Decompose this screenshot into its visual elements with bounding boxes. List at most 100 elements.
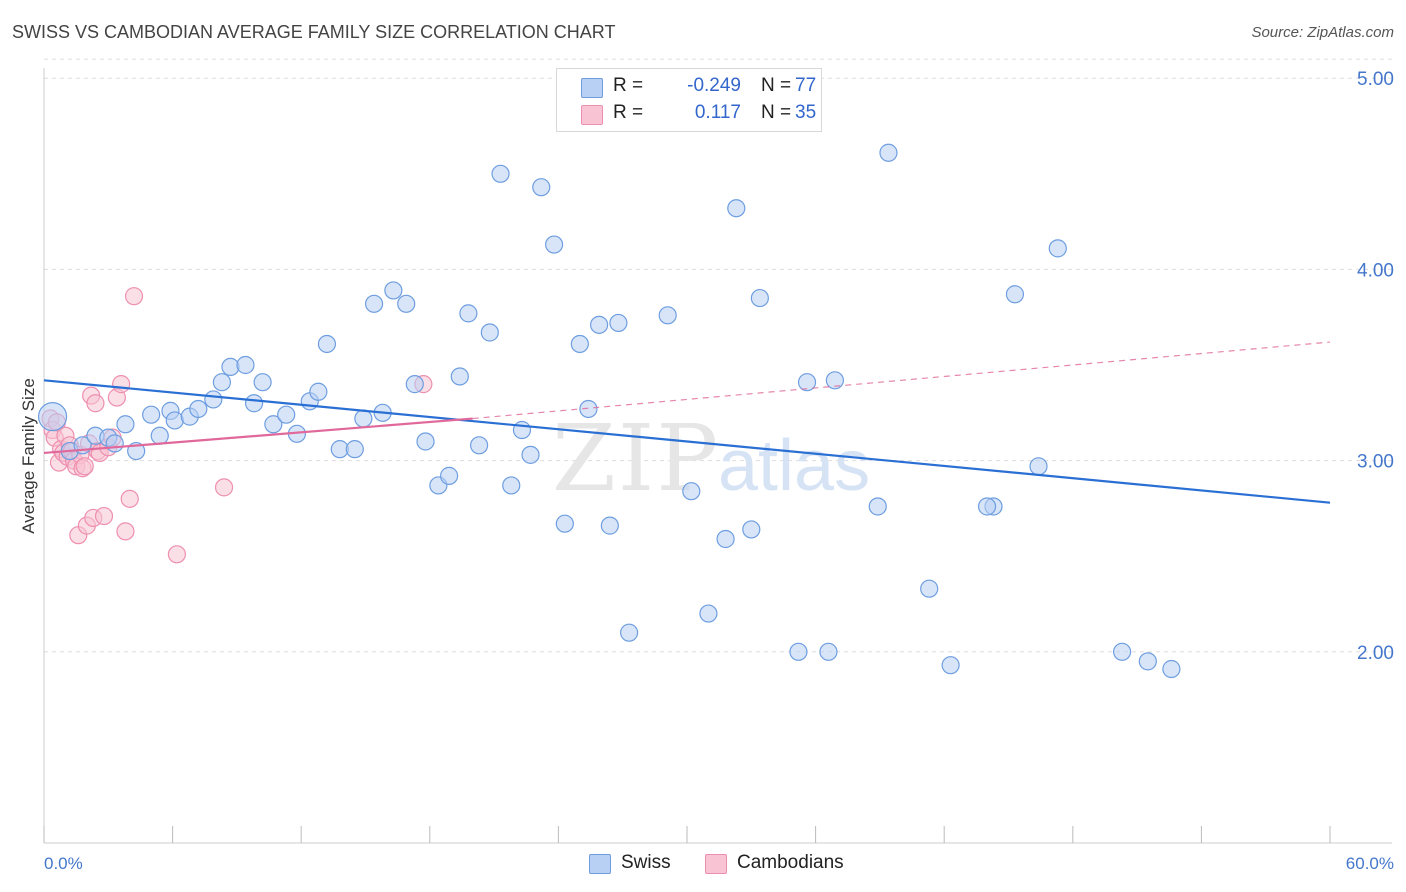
swiss-point-29 xyxy=(364,294,384,313)
swiss-point-63 xyxy=(819,642,838,661)
swiss-point-32 xyxy=(397,294,416,313)
watermark: ZIP atlas xyxy=(552,405,870,512)
swiss-point-48 xyxy=(570,334,589,354)
cambodian-r-label: R = xyxy=(613,102,644,123)
swiss-point-8 xyxy=(142,405,161,424)
cambodian-point-29 xyxy=(116,522,135,541)
axis-layer: 2.00 3.00 4.00 5.00 0.0% 60.0% xyxy=(43,68,1394,873)
cambodian-point-21 xyxy=(86,394,105,413)
swiss-point-0 xyxy=(37,402,68,432)
swiss-point-71 xyxy=(1029,457,1048,476)
swiss-n-value: 77 xyxy=(795,75,817,96)
swiss-point-64 xyxy=(825,371,844,390)
cambodian-point-16 xyxy=(75,457,94,476)
swiss-point-40 xyxy=(480,323,499,342)
swiss-point-11 xyxy=(165,411,184,430)
swiss-point-18 xyxy=(244,394,264,413)
swiss-point-62 xyxy=(797,373,817,392)
swiss-point-39 xyxy=(469,436,489,455)
y-tick-label-0: 2.00 xyxy=(1357,643,1394,664)
watermark-atlas: atlas xyxy=(718,426,870,506)
swiss-point-47 xyxy=(555,514,574,533)
swiss-point-60 xyxy=(750,288,769,308)
swiss-point-36 xyxy=(439,466,459,485)
swiss-point-51 xyxy=(600,516,619,535)
y-tick-label-1: 3.00 xyxy=(1357,452,1394,473)
swiss-point-25 xyxy=(317,334,337,354)
swiss-point-19 xyxy=(253,373,272,392)
grid-layer xyxy=(44,58,1392,653)
swiss-point-57 xyxy=(716,529,735,549)
cambodian-legend-label: Cambodians xyxy=(737,852,844,873)
swiss-point-72 xyxy=(1048,239,1067,258)
chart-title: SWISS VS CAMBODIAN AVERAGE FAMILY SIZE C… xyxy=(12,22,616,42)
cambodian-point-33 xyxy=(214,478,234,497)
swiss-point-46 xyxy=(545,235,564,254)
swiss-points xyxy=(37,143,1181,679)
chart-source: Source: ZipAtlas.com xyxy=(1251,24,1394,41)
swiss-point-54 xyxy=(658,306,677,325)
cambodian-swatch xyxy=(581,105,603,125)
swiss-legend-swatch xyxy=(589,854,611,874)
correlation-legend: R = -0.249 N = 77 R = 0.117 N = 35 xyxy=(556,68,822,132)
swiss-point-74 xyxy=(1138,652,1157,671)
cambodian-trend-line xyxy=(43,417,473,455)
y-axis-label: Average Family Size xyxy=(19,378,38,534)
swiss-point-73 xyxy=(1112,642,1132,661)
swiss-point-44 xyxy=(521,445,540,464)
swiss-point-68 xyxy=(941,656,960,675)
swiss-point-5 xyxy=(105,434,124,453)
swiss-point-49 xyxy=(579,399,598,419)
swiss-r-label: R = xyxy=(613,75,644,96)
swiss-point-42 xyxy=(502,476,521,495)
swiss-point-13 xyxy=(189,399,208,419)
swiss-r-value: -0.249 xyxy=(687,75,741,96)
swiss-point-21 xyxy=(277,405,296,424)
swiss-point-43 xyxy=(512,420,532,440)
cambodian-point-28 xyxy=(112,375,131,394)
swiss-trend-line xyxy=(43,379,1331,504)
swiss-swatch xyxy=(581,78,603,98)
cambodian-legend-swatch xyxy=(705,854,727,874)
cambodian-point-32 xyxy=(167,545,186,564)
swiss-point-6 xyxy=(116,415,135,434)
x-tick-label-0: 0.0% xyxy=(44,854,83,873)
swiss-point-65 xyxy=(868,497,887,516)
swiss-point-61 xyxy=(789,642,808,661)
swiss-point-56 xyxy=(699,604,718,623)
swiss-point-53 xyxy=(620,623,639,642)
swiss-point-50 xyxy=(590,315,609,334)
swiss-point-58 xyxy=(727,199,746,218)
cambodian-n-value: 35 xyxy=(795,102,817,123)
y-tick-label-2: 4.00 xyxy=(1357,260,1394,281)
cambodian-points xyxy=(41,287,433,564)
cambodian-n-label: N = xyxy=(761,102,792,123)
swiss-point-59 xyxy=(742,520,761,539)
swiss-point-34 xyxy=(416,432,435,451)
swiss-point-24 xyxy=(309,382,328,401)
y-tick-label-3: 5.00 xyxy=(1357,69,1394,90)
swiss-point-45 xyxy=(532,178,551,197)
swiss-point-31 xyxy=(384,281,403,300)
swiss-point-66 xyxy=(879,143,898,162)
cambodian-point-24 xyxy=(94,506,114,526)
swiss-legend-label: Swiss xyxy=(621,852,671,873)
swiss-point-16 xyxy=(221,357,240,377)
swiss-point-41 xyxy=(491,164,510,183)
swiss-n-label: N = xyxy=(761,75,792,96)
swiss-point-27 xyxy=(345,440,364,459)
swiss-point-75 xyxy=(1162,659,1181,679)
cambodian-point-31 xyxy=(124,287,144,306)
cambodian-r-value: 0.117 xyxy=(694,102,741,123)
swiss-point-14 xyxy=(204,390,223,409)
x-tick-label-1: 60.0% xyxy=(1346,854,1394,873)
cambodian-trend-extension xyxy=(472,341,1331,420)
swiss-point-37 xyxy=(450,367,469,386)
swiss-point-9 xyxy=(150,426,169,445)
swiss-point-70 xyxy=(1005,285,1025,304)
swiss-point-28 xyxy=(354,409,373,428)
cambodian-point-30 xyxy=(120,489,139,508)
swiss-point-67 xyxy=(920,579,939,598)
swiss-point-76 xyxy=(977,497,997,516)
